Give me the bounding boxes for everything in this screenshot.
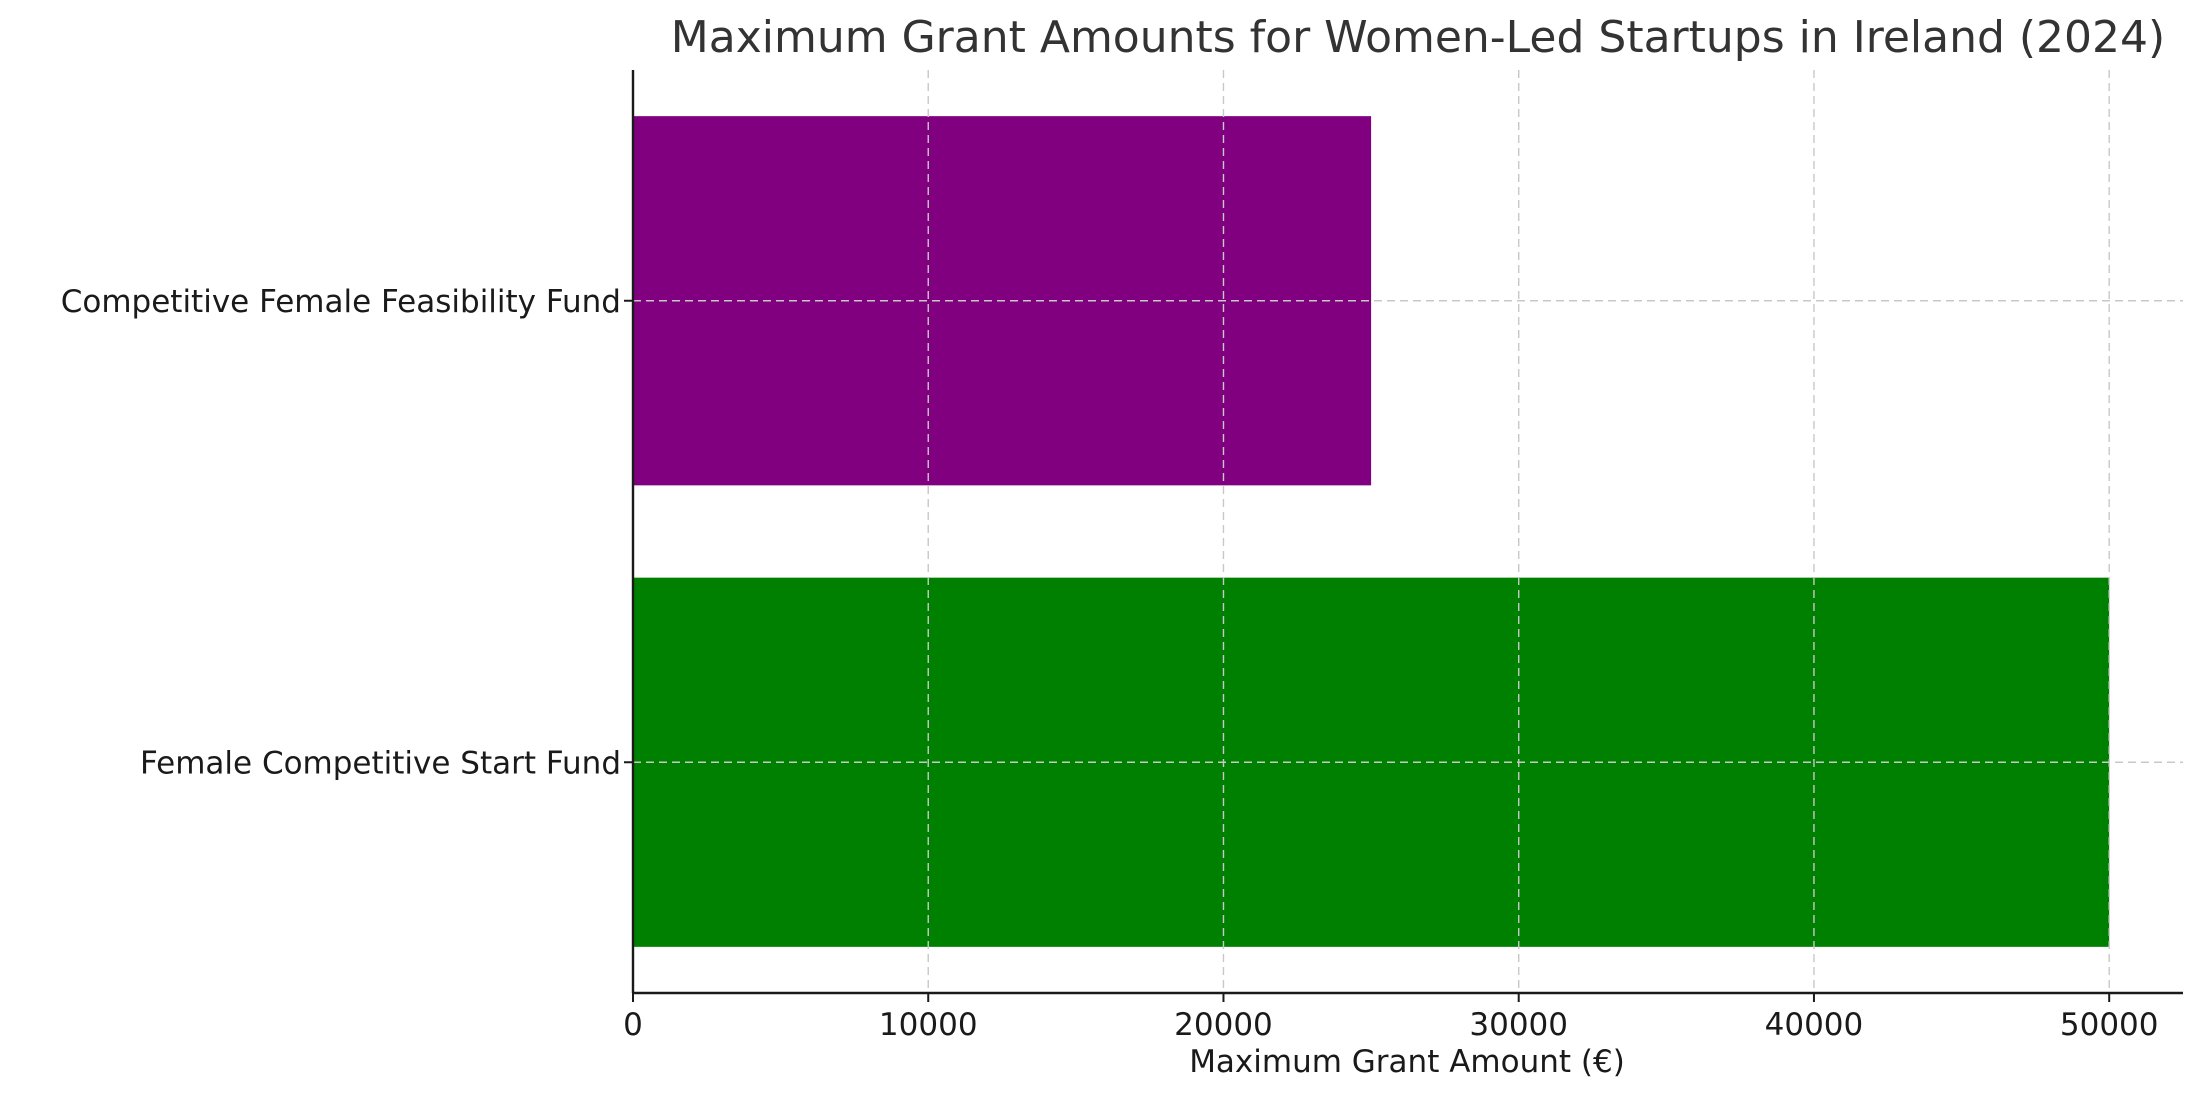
x-tick-label-2: 20000: [1174, 1007, 1273, 1043]
x-tick-label-1: 10000: [879, 1007, 978, 1043]
y-tick-label-1: Competitive Female Feasibility Fund: [61, 284, 621, 320]
bar-0: [633, 577, 2110, 947]
chart-title: Maximum Grant Amounts for Women-Led Star…: [671, 12, 2165, 63]
x-axis-label: Maximum Grant Amount (€): [1189, 1044, 1625, 1080]
x-tick-label-3: 30000: [1469, 1007, 1568, 1043]
ticks: 0 10000 20000 30000 40000 50000 Female Competi…: [61, 284, 2159, 1043]
x-tick-label-5: 50000: [2060, 1007, 2159, 1043]
axes: [631, 70, 2183, 995]
x-tick-label-4: 40000: [1765, 1007, 1864, 1043]
y-tick-label-0: Female Competitive Start Fund: [140, 745, 621, 781]
x-tick-label-0: 0: [623, 1007, 643, 1043]
bars: [633, 116, 2110, 947]
